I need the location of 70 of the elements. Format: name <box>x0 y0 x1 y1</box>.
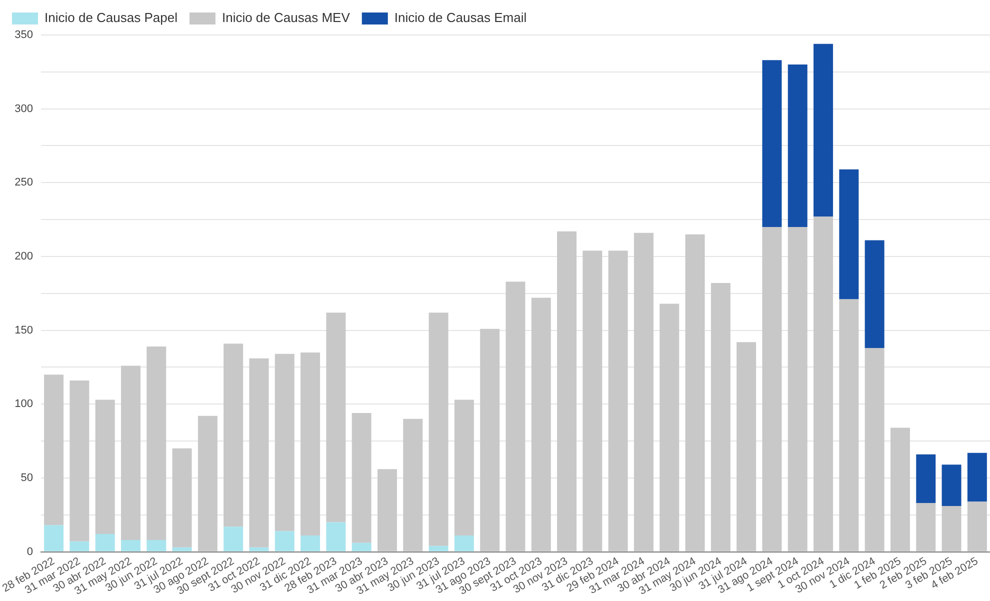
bar <box>428 546 448 552</box>
bar <box>454 536 474 552</box>
y-tick-label: 100 <box>14 398 33 410</box>
bar <box>839 299 859 552</box>
bar <box>736 342 756 552</box>
bar <box>454 400 474 536</box>
legend-label: Inicio de Causas Email <box>394 10 527 26</box>
bar <box>120 540 140 552</box>
bar <box>224 526 244 552</box>
bar <box>788 226 808 552</box>
y-tick-label: 0 <box>26 546 33 558</box>
bar <box>480 328 500 552</box>
bar <box>70 380 90 542</box>
bar <box>557 231 577 552</box>
bar <box>224 344 244 527</box>
y-tick-label: 300 <box>14 102 33 115</box>
bar <box>146 346 166 540</box>
bar <box>146 540 166 552</box>
bar <box>942 506 962 552</box>
bar <box>762 60 782 227</box>
bar <box>274 531 294 552</box>
bar <box>710 283 730 552</box>
y-tick-label: 350 <box>14 29 33 42</box>
bar <box>300 352 320 536</box>
bar <box>788 64 808 227</box>
bar <box>377 469 397 552</box>
bar <box>70 541 90 552</box>
bar <box>120 366 140 540</box>
bar <box>814 44 834 217</box>
bar <box>44 525 64 552</box>
bar <box>864 240 884 348</box>
bar <box>814 216 834 552</box>
bar <box>172 547 192 552</box>
bar <box>967 452 987 502</box>
bar <box>326 522 346 552</box>
bar <box>428 312 448 546</box>
bar <box>890 428 910 552</box>
bar <box>685 234 705 552</box>
bar <box>839 169 859 300</box>
bar <box>274 354 294 532</box>
bar <box>300 536 320 552</box>
bar <box>44 374 64 526</box>
bar <box>967 502 987 552</box>
bar <box>916 503 936 552</box>
bar <box>249 547 269 552</box>
bar <box>506 282 526 552</box>
legend-label: Inicio de Causas Papel <box>44 10 178 26</box>
y-tick-label: 250 <box>14 176 33 189</box>
bar <box>864 348 884 552</box>
y-tick-label: 50 <box>20 472 33 484</box>
bar <box>762 226 782 552</box>
bar <box>634 232 654 552</box>
bar <box>326 312 346 522</box>
bar <box>198 416 218 552</box>
bar <box>95 534 115 552</box>
bar <box>352 542 372 552</box>
bar <box>660 304 680 552</box>
bar <box>608 250 628 552</box>
bar <box>249 358 269 548</box>
bar <box>403 418 423 552</box>
bar <box>531 298 551 552</box>
y-tick-label: 150 <box>14 324 33 336</box>
bar <box>582 250 602 552</box>
bar <box>916 454 936 504</box>
bar <box>352 412 372 543</box>
bar <box>172 448 192 548</box>
y-tick-label: 200 <box>14 250 33 262</box>
bar <box>942 464 962 506</box>
legend-label: Inicio de Causas MEV <box>222 10 350 26</box>
bar <box>95 400 115 534</box>
